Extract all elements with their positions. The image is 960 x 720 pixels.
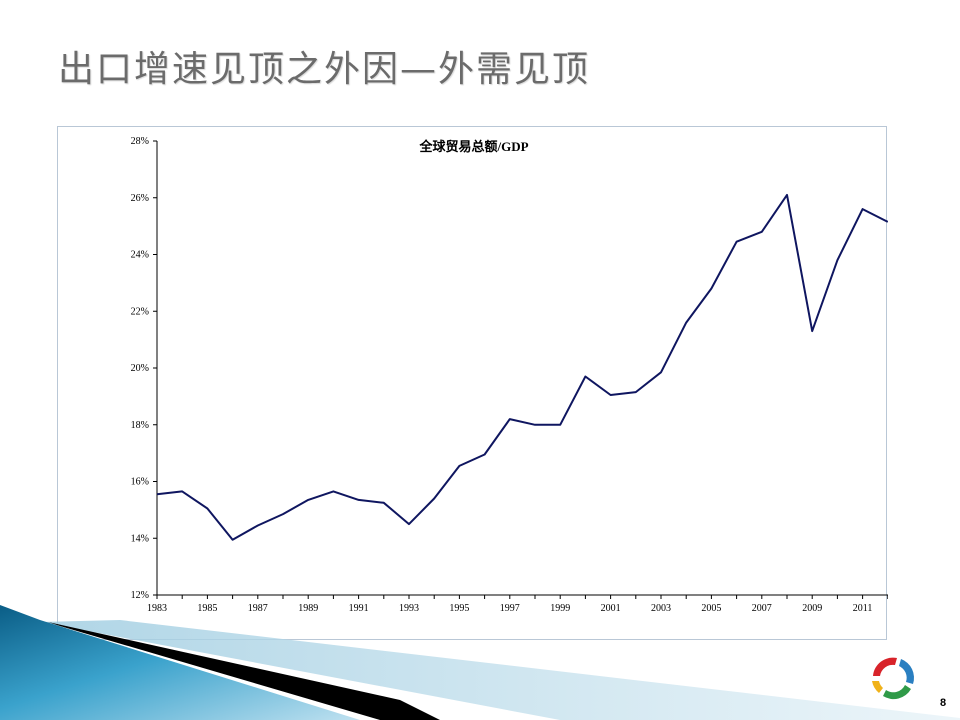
x-tick-label: 2009 xyxy=(802,603,822,614)
x-tick-label: 2005 xyxy=(701,603,721,614)
x-tick-label: 1991 xyxy=(349,603,369,614)
chart-axes: 12% 14% 16% 18% 20% 22% 24% 26% 28% 1983 1985 1987 1… xyxy=(131,136,888,614)
line-chart: 全球贸易总额/GDP 12% 14% 16% 18% 20% 22% 24% 26% 28% 19… xyxy=(131,136,888,614)
series-line-0 xyxy=(156,193,888,541)
y-tick-label: 28% xyxy=(131,136,149,147)
logo-icon xyxy=(872,657,915,700)
page-number: 8 xyxy=(940,697,947,709)
y-tick-label: 20% xyxy=(131,363,149,374)
x-tick-label: 2011 xyxy=(853,603,873,614)
chart-frame: 全球贸易总额/GDP 12% 14% 16% 18% 20% 22% 24% 26% 28% 19… xyxy=(57,126,888,640)
y-tick-label: 22% xyxy=(131,306,149,317)
x-tick-label: 1983 xyxy=(147,603,167,614)
x-tick-label: 1985 xyxy=(197,603,217,614)
y-tick-label: 12% xyxy=(131,590,149,601)
x-tick-label: 1989 xyxy=(298,603,318,614)
y-tick-label: 24% xyxy=(131,250,149,261)
chart-title: 全球贸易总额/GDP xyxy=(418,139,528,154)
x-tick-label: 1993 xyxy=(399,603,419,614)
x-tick-label: 1987 xyxy=(248,603,268,614)
x-tick-label: 1997 xyxy=(500,603,520,614)
x-tick-label: 2007 xyxy=(752,603,772,614)
x-tick-label: 1999 xyxy=(550,603,570,614)
y-tick-label: 26% xyxy=(131,193,149,204)
slide-title: 出口增速见顶之外因—外需见顶 xyxy=(58,49,591,90)
chart-series xyxy=(156,193,888,541)
y-tick-label: 14% xyxy=(131,533,149,544)
y-tick-label: 18% xyxy=(131,420,149,431)
x-tick-label: 1995 xyxy=(449,603,469,614)
x-tick-label: 2003 xyxy=(651,603,671,614)
y-tick-label: 16% xyxy=(131,477,149,488)
x-tick-label: 2001 xyxy=(601,603,621,614)
